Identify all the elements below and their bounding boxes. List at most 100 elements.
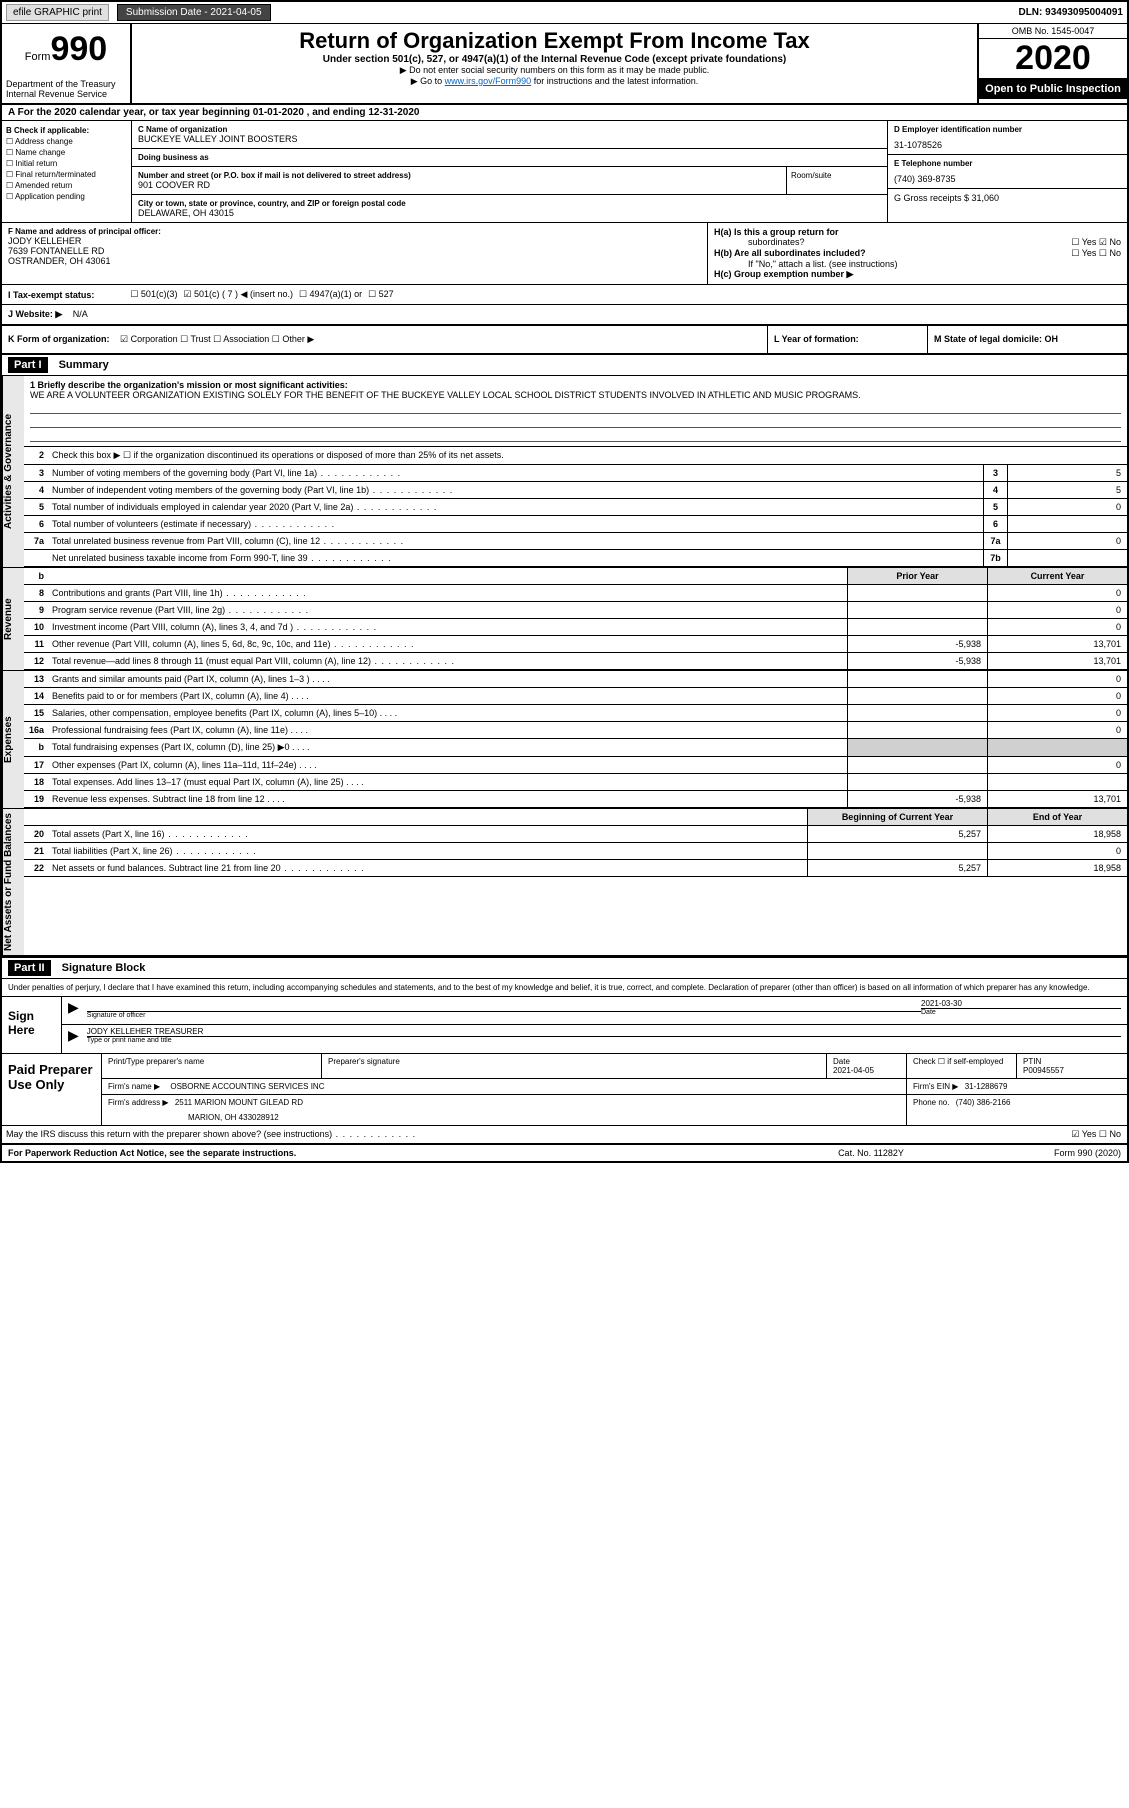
vtab-expenses: Expenses	[2, 671, 24, 808]
expense-line: 19 Revenue less expenses. Subtract line …	[24, 791, 1127, 808]
officer-name-title: JODY KELLEHER TREASURER	[87, 1027, 1121, 1036]
firm-name: OSBORNE ACCOUNTING SERVICES INC	[170, 1082, 324, 1091]
firm-name-label: Firm's name ▶	[108, 1082, 160, 1091]
paid-preparer-label: Paid Preparer Use Only	[2, 1054, 102, 1125]
k-options[interactable]: ☑ Corporation ☐ Trust ☐ Association ☐ Ot…	[120, 334, 314, 344]
part-i-header: Part I Summary	[2, 355, 1127, 376]
subtitle-2: ▶ Do not enter social security numbers o…	[140, 65, 969, 76]
chk-501c3[interactable]: ☐ 501(c)(3)	[130, 289, 177, 300]
chk-amended-return[interactable]: ☐ Amended return	[6, 180, 127, 191]
paid-preparer-block: Paid Preparer Use Only Print/Type prepar…	[2, 1054, 1127, 1126]
ha-yn[interactable]: ☐ Yes ☑ No	[1071, 237, 1121, 248]
name-title-label: Type or print name and title	[87, 1036, 1121, 1044]
title-box: Return of Organization Exempt From Incom…	[132, 24, 977, 103]
officer-addr2: OSTRANDER, OH 43061	[8, 256, 701, 266]
chk-name-change[interactable]: ☐ Name change	[6, 147, 127, 158]
ptin-label: PTIN	[1023, 1057, 1121, 1066]
vtab-net-assets: Net Assets or Fund Balances	[2, 809, 24, 955]
chk-initial-return[interactable]: ☐ Initial return	[6, 158, 127, 169]
declaration-text: Under penalties of perjury, I declare th…	[2, 979, 1127, 996]
firm-addr2: MARION, OH 433028912	[108, 1107, 900, 1122]
summary-line: 5 Total number of individuals employed i…	[24, 499, 1127, 516]
tax-exempt-status-row: I Tax-exempt status: ☐ 501(c)(3) ☑ 501(c…	[2, 285, 1127, 305]
expense-line: 18 Total expenses. Add lines 13–17 (must…	[24, 774, 1127, 791]
ein-label: D Employer identification number	[894, 125, 1121, 134]
governance-section: Activities & Governance 1 Briefly descri…	[2, 376, 1127, 568]
chk-final-return[interactable]: ☐ Final return/terminated	[6, 169, 127, 180]
col-end-year: End of Year	[987, 809, 1127, 825]
revenue-line: 9 Program service revenue (Part VIII, li…	[24, 602, 1127, 619]
officer-addr1: 7639 FONTANELLE RD	[8, 246, 701, 256]
room-suite-label: Room/suite	[787, 167, 887, 194]
net-assets-line: 22 Net assets or fund balances. Subtract…	[24, 860, 1127, 877]
j-label: J Website: ▶	[8, 309, 62, 319]
part-i-badge: Part I	[8, 357, 48, 373]
chk-527[interactable]: ☐ 527	[368, 289, 394, 300]
part-ii-badge: Part II	[8, 960, 51, 976]
vtab-governance: Activities & Governance	[2, 376, 24, 567]
line-2: 2 Check this box ▶ ☐ if the organization…	[24, 447, 1127, 465]
prep-date-label: Date	[833, 1057, 900, 1066]
city-value: DELAWARE, OH 43015	[138, 208, 881, 218]
discuss-yn[interactable]: ☑ Yes ☐ No	[967, 1126, 1127, 1143]
revenue-section: Revenue b Prior Year Current Year 8 Cont…	[2, 568, 1127, 671]
col-d-ein-tel: D Employer identification number 31-1078…	[887, 121, 1127, 222]
officer-label: F Name and address of principal officer:	[8, 227, 701, 236]
firm-addr1: 2511 MARION MOUNT GILEAD RD	[175, 1098, 303, 1107]
ha-label: H(a) Is this a group return for	[714, 227, 839, 237]
expenses-section: Expenses 13 Grants and similar amounts p…	[2, 671, 1127, 809]
col-current-year: Current Year	[987, 568, 1127, 584]
top-bar: efile GRAPHIC print Submission Date - 20…	[2, 2, 1127, 24]
part-ii-title: Signature Block	[62, 962, 146, 974]
k-form-org-row: K Form of organization: ☑ Corporation ☐ …	[2, 326, 1127, 355]
form-label: Form	[25, 51, 51, 63]
expense-line: 14 Benefits paid to or for members (Part…	[24, 688, 1127, 705]
ein-value: 31-1078526	[894, 134, 1121, 150]
discuss-text: May the IRS discuss this return with the…	[2, 1126, 967, 1143]
summary-line: Net unrelated business taxable income fr…	[24, 550, 1127, 567]
irs-link[interactable]: www.irs.gov/Form990	[445, 76, 532, 86]
efile-print-button[interactable]: efile GRAPHIC print	[6, 4, 109, 21]
hb-yn[interactable]: ☐ Yes ☐ No	[1071, 248, 1121, 259]
revenue-line: 11 Other revenue (Part VIII, column (A),…	[24, 636, 1127, 653]
section-b-c-d: B Check if applicable: ☐ Address change …	[2, 121, 1127, 223]
hb-note: If "No," attach a list. (see instruction…	[714, 259, 1121, 269]
firm-phone-label: Phone no.	[913, 1098, 949, 1107]
line-2-text: Check this box ▶ ☐ if the organization d…	[48, 447, 1127, 464]
summary-line: 3 Number of voting members of the govern…	[24, 465, 1127, 482]
vtab-revenue: Revenue	[2, 568, 24, 670]
officer-sig-label: Signature of officer	[87, 1011, 921, 1019]
tax-year-row: A For the 2020 calendar year, or tax yea…	[2, 105, 1127, 121]
dept-box: Department of the Treasury Internal Reve…	[2, 75, 132, 103]
tel-value: (740) 369-8735	[894, 168, 1121, 184]
prep-sig-label: Preparer's signature	[328, 1057, 820, 1066]
tel-label: E Telephone number	[894, 159, 1121, 168]
form-footer: Form 990 (2020)	[971, 1148, 1121, 1158]
expense-line: 13 Grants and similar amounts paid (Part…	[24, 671, 1127, 688]
hc-label: H(c) Group exemption number ▶	[714, 269, 1121, 280]
revenue-line: 8 Contributions and grants (Part VIII, l…	[24, 585, 1127, 602]
chk-4947[interactable]: ☐ 4947(a)(1) or	[299, 289, 362, 300]
expense-line: 16a Professional fundraising fees (Part …	[24, 722, 1127, 739]
year-box: OMB No. 1545-0047 2020 Open to Public In…	[977, 24, 1127, 103]
line-1-label: 1 Briefly describe the organization's mi…	[30, 380, 1121, 390]
arrow-icon: ▶	[68, 1027, 79, 1051]
revenue-line: 12 Total revenue—add lines 8 through 11 …	[24, 653, 1127, 670]
line-1: 1 Briefly describe the organization's mi…	[24, 376, 1127, 447]
ha-label2: subordinates?	[714, 237, 805, 248]
chk-address-change[interactable]: ☐ Address change	[6, 136, 127, 147]
arrow-icon: ▶	[68, 999, 79, 1022]
self-employed-chk[interactable]: Check ☐ if self-employed	[913, 1057, 1010, 1066]
revenue-line: 10 Investment income (Part VIII, column …	[24, 619, 1127, 636]
expense-line: b Total fundraising expenses (Part IX, c…	[24, 739, 1127, 757]
gross-receipts: G Gross receipts $ 31,060	[894, 193, 1121, 203]
submission-date-button[interactable]: Submission Date - 2021-04-05	[117, 4, 271, 21]
firm-ein-label: Firm's EIN ▶	[913, 1082, 958, 1091]
form-title: Return of Organization Exempt From Incom…	[140, 28, 969, 54]
subtitle-1: Under section 501(c), 527, or 4947(a)(1)…	[140, 54, 969, 65]
chk-501c[interactable]: ☑ 501(c) ( 7 ) ◀ (insert no.)	[183, 289, 293, 300]
chk-application-pending[interactable]: ☐ Application pending	[6, 191, 127, 202]
b-label: B Check if applicable:	[6, 125, 127, 136]
expense-line: 15 Salaries, other compensation, employe…	[24, 705, 1127, 722]
firm-addr-label: Firm's address ▶	[108, 1098, 169, 1107]
